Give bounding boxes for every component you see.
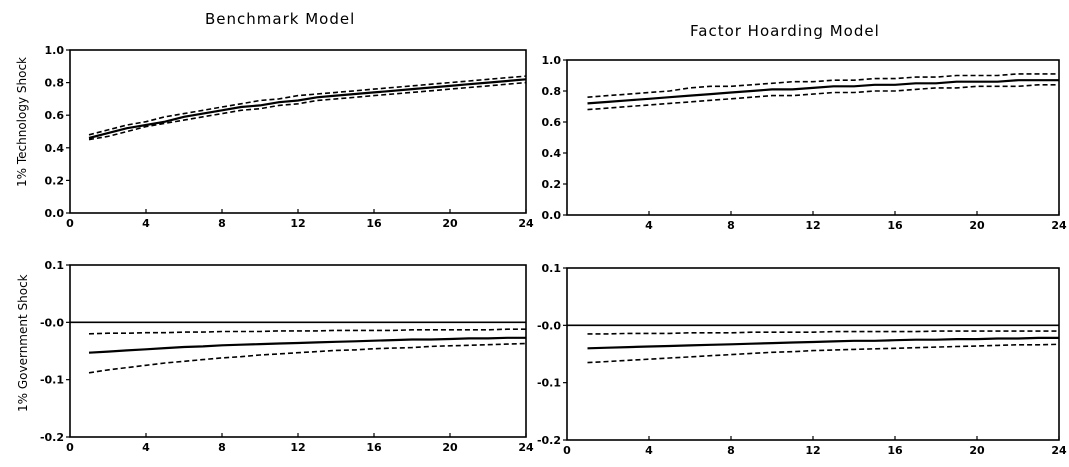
column-title-benchmark: Benchmark Model — [205, 10, 356, 28]
panel-0-xtick-label: 4 — [142, 217, 150, 230]
panel-1-ytick-label: 0.2 — [542, 178, 562, 191]
panel-3-ytick-label: -0.0 — [537, 319, 561, 332]
panel-0-ytick-label: 0.6 — [45, 109, 65, 122]
panel-3-xtick-label: 12 — [805, 444, 820, 457]
panel-0-ytick-label: 0.0 — [45, 207, 65, 220]
panel-0-ytick-label: 0.8 — [45, 77, 65, 90]
panel-3-ytick-label: -0.1 — [537, 377, 561, 390]
panel-1-xtick-label: 12 — [805, 219, 820, 232]
panel-2-ytick-label: -0.2 — [40, 431, 64, 444]
panel-1-ytick-label: 0.0 — [542, 209, 562, 222]
panel-1-frame — [566, 59, 1060, 216]
panel-3-series-lower — [587, 343, 1060, 364]
panel-0-xtick-label: 0 — [66, 217, 74, 230]
panel-2-ytick-label: 0.1 — [45, 259, 65, 272]
panel-1-ytick-label: 0.8 — [542, 85, 562, 98]
panel-3-xtick-label: 4 — [645, 444, 653, 457]
panel-1-series-estimate — [587, 79, 1059, 105]
panel-1-xtick-label: 8 — [727, 219, 735, 232]
column-title-factor-hoarding: Factor Hoarding Model — [690, 22, 880, 40]
panel-1-xtick-label: 24 — [1051, 219, 1067, 232]
panel-3-frame — [566, 267, 1060, 441]
panel-0-ytick-label: 1.0 — [45, 44, 65, 57]
panel-0-xtick-label: 16 — [366, 217, 382, 230]
panel-2-ytick-label: -0.1 — [40, 374, 64, 387]
panel-3-series-estimate — [587, 336, 1059, 350]
panel-2-series-lower — [88, 342, 527, 374]
panel-3-xtick-label: 16 — [887, 444, 903, 457]
panel-0-xtick-label: 12 — [290, 217, 305, 230]
panel-2-xtick-label: 24 — [518, 441, 534, 454]
panel-1-series-upper — [587, 73, 1059, 98]
panel-0-frame — [69, 49, 527, 214]
panel-2-xtick-label: 8 — [218, 441, 226, 454]
panel-0-xtick-label: 8 — [218, 217, 226, 230]
panel-3-ytick-label: 0.1 — [542, 262, 562, 275]
panel-2-ytick-label: -0.0 — [40, 316, 64, 329]
panel-3-xtick-label: 0 — [563, 444, 571, 457]
panel-1-xtick-label: 4 — [645, 219, 653, 232]
panel-2-series-upper — [88, 328, 526, 335]
panel-1-xtick-label: 20 — [969, 219, 985, 232]
panel-1-ytick-label: 0.4 — [542, 147, 562, 160]
panel-3-ytick-label: -0.2 — [537, 434, 561, 447]
panel-0-xtick-label: 24 — [518, 217, 534, 230]
panel-0-series-estimate — [88, 78, 527, 140]
panel-0-ytick-label: 0.2 — [45, 174, 65, 187]
panel-2-xtick-label: 20 — [442, 441, 458, 454]
panel-2-series-estimate — [88, 336, 526, 354]
panel-2-xtick-label: 0 — [66, 441, 74, 454]
panel-1-xtick-label: 16 — [887, 219, 903, 232]
panel-2-xtick-label: 16 — [366, 441, 382, 454]
panel-0-ytick-label: 0.4 — [45, 142, 65, 155]
panel-0-xtick-label: 20 — [442, 217, 458, 230]
panel-0-series-lower — [88, 81, 527, 141]
panel-2-xtick-label: 4 — [142, 441, 150, 454]
panel-0-series-upper — [88, 75, 527, 136]
panel-3-xtick-label: 20 — [969, 444, 985, 457]
panel-3-xtick-label: 8 — [727, 444, 735, 457]
panel-3-xtick-label: 24 — [1051, 444, 1067, 457]
panel-1-series-lower — [587, 84, 1059, 111]
panel-2-frame — [69, 264, 527, 438]
panel-1-ytick-label: 1.0 — [542, 54, 562, 67]
panel-1-ytick-label: 0.6 — [542, 116, 562, 129]
panel-3-series-upper — [587, 330, 1059, 335]
panel-2-xtick-label: 12 — [290, 441, 305, 454]
